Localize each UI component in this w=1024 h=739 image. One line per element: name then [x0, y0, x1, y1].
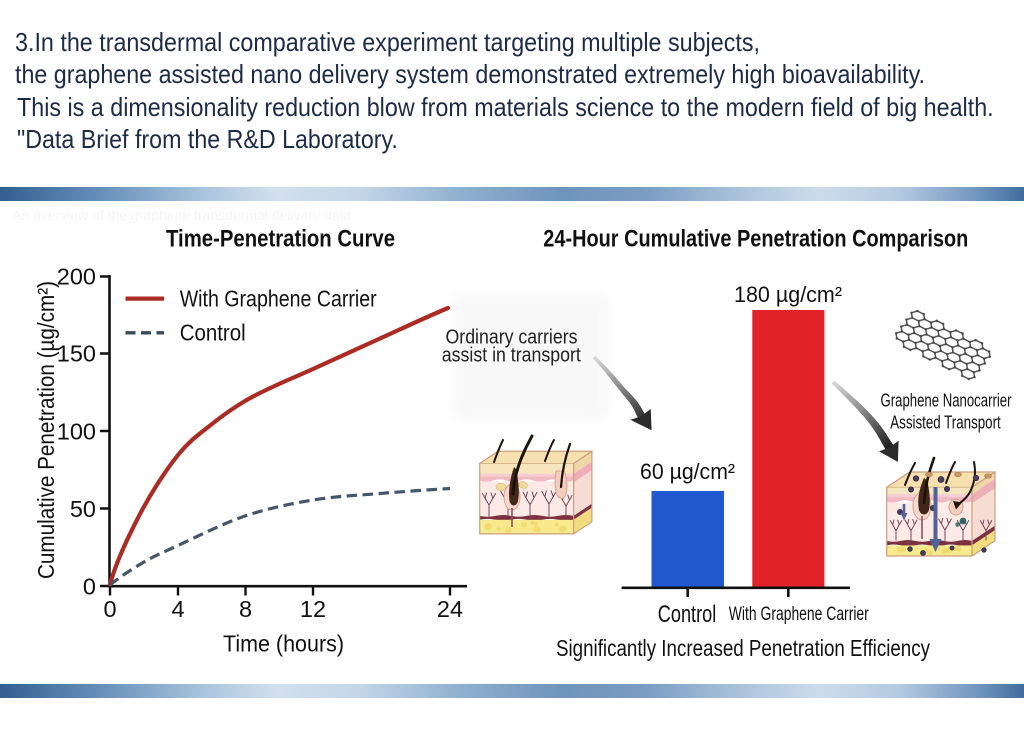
svg-text:Control: Control: [658, 601, 717, 628]
svg-text:12: 12: [300, 596, 326, 622]
svg-text:180 µg/cm²: 180 µg/cm²: [734, 282, 842, 307]
svg-text:An overview of the graphene tr: An overview of the graphene transdermal …: [12, 207, 352, 223]
svg-text:24: 24: [437, 596, 463, 622]
svg-text:60 µg/cm²: 60 µg/cm²: [640, 459, 735, 484]
svg-text:Ordinary carriers: Ordinary carriers: [446, 327, 578, 349]
svg-text:Time (hours): Time (hours): [223, 631, 344, 657]
svg-text:With Graphene Carrier: With Graphene Carrier: [180, 286, 377, 312]
svg-text:Assisted Transport: Assisted Transport: [890, 412, 1001, 432]
svg-text:0: 0: [83, 574, 96, 600]
svg-text:150: 150: [57, 341, 96, 367]
svg-text:24-Hour Cumulative Penetration: 24-Hour Cumulative Penetration Compariso…: [543, 226, 968, 253]
svg-text:With Graphene Carrier: With Graphene Carrier: [729, 604, 869, 625]
svg-text:Significantly Increased Penetr: Significantly Increased Penetration Effi…: [556, 635, 930, 661]
svg-text:8: 8: [239, 596, 252, 622]
svg-text:Cumulative Penetration (µg/cm²: Cumulative Penetration (µg/cm²): [33, 281, 59, 579]
svg-text:assist in transport: assist in transport: [442, 345, 581, 367]
svg-text:100: 100: [57, 419, 96, 445]
svg-text:Time-Penetration Curve: Time-Penetration Curve: [166, 226, 395, 253]
svg-text:50: 50: [70, 496, 96, 522]
svg-text:0: 0: [103, 596, 116, 622]
svg-text:Control: Control: [180, 320, 246, 346]
svg-text:200: 200: [57, 264, 96, 290]
svg-text:4: 4: [171, 596, 184, 622]
svg-text:Graphene Nanocarrier: Graphene Nanocarrier: [881, 391, 1012, 411]
